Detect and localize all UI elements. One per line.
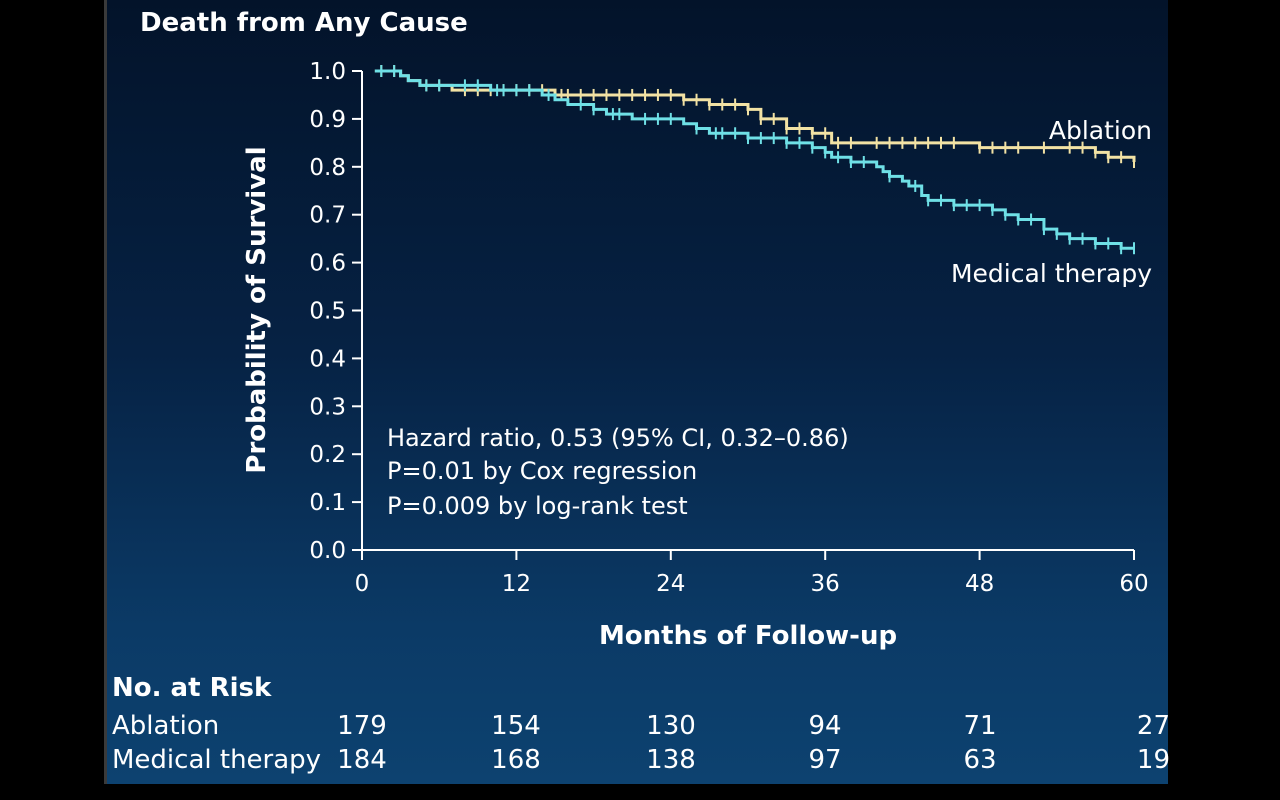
x-tick-label: 12 — [502, 571, 531, 597]
x-tick-label: 36 — [811, 571, 840, 597]
y-tick-label: 0.3 — [309, 394, 346, 420]
survival-line-medical — [374, 69, 1134, 250]
x-tick-label: 0 — [355, 571, 370, 597]
risk-table-heading: No. at Risk — [112, 673, 272, 703]
risk-value: 138 — [646, 745, 696, 775]
y-tick-label: 1.0 — [309, 59, 346, 85]
x-tick-label: 48 — [965, 571, 994, 597]
series-label-ablation: Ablation — [1049, 116, 1152, 145]
stats-annotation: P=0.01 by Cox regression — [387, 457, 697, 485]
risk-value: 63 — [963, 745, 997, 775]
series-label-medical: Medical therapy — [951, 259, 1152, 288]
risk-value: 71 — [963, 711, 997, 741]
y-tick-label: 0.2 — [309, 442, 346, 468]
x-tick-label: 24 — [656, 571, 685, 597]
stats-annotation: P=0.009 by log-rank test — [387, 492, 688, 520]
y-tick-label: 0.9 — [309, 107, 346, 133]
risk-value: 27 — [1136, 711, 1170, 741]
risk-value: 184 — [337, 745, 387, 775]
x-axis-title: Months of Follow-up — [599, 621, 897, 651]
y-tick-label: 0.1 — [309, 490, 346, 516]
risk-row-label-medical: Medical therapy — [112, 745, 322, 775]
risk-row-label-ablation: Ablation — [112, 711, 220, 741]
y-tick-label: 0.8 — [309, 155, 346, 181]
risk-value: 19 — [1136, 745, 1170, 775]
risk-value: 94 — [808, 711, 842, 741]
y-tick-label: 0.7 — [309, 203, 346, 229]
slide-background — [104, 0, 1168, 784]
x-tick-label: 60 — [1119, 571, 1148, 597]
risk-value: 130 — [646, 711, 696, 741]
slide-edge — [104, 0, 107, 784]
risk-value: 168 — [491, 745, 541, 775]
risk-value: 179 — [337, 711, 387, 741]
y-tick-label: 0.4 — [309, 346, 346, 372]
y-tick-label: 0.0 — [309, 538, 346, 564]
y-tick-label: 0.6 — [309, 251, 346, 277]
stats-annotation: Hazard ratio, 0.53 (95% CI, 0.32–0.86) — [387, 424, 849, 452]
risk-value: 97 — [808, 745, 842, 775]
y-tick-label: 0.5 — [309, 299, 346, 325]
chart-title: Death from Any Cause — [140, 8, 468, 38]
y-axis-title: Probability of Survival — [242, 146, 272, 473]
risk-value: 154 — [491, 711, 541, 741]
